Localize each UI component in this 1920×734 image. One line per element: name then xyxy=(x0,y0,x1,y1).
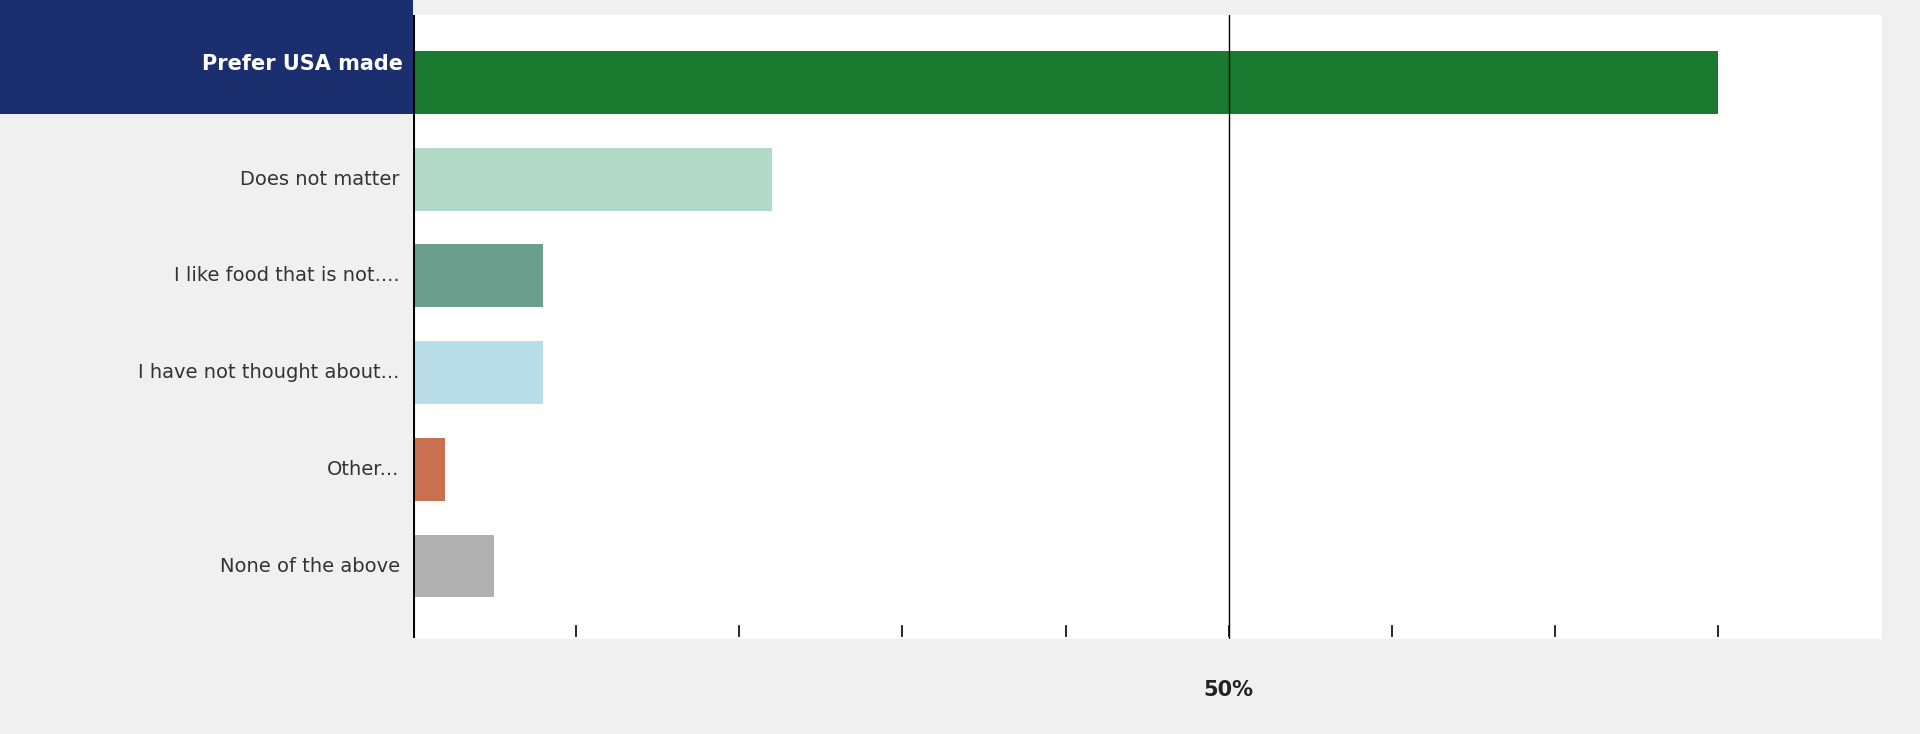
Bar xyxy=(413,148,772,211)
Text: Does not matter: Does not matter xyxy=(240,170,399,189)
Bar xyxy=(413,438,445,501)
Bar xyxy=(413,51,1718,114)
Text: 50%: 50% xyxy=(1204,680,1254,700)
Text: None of the above: None of the above xyxy=(219,556,399,575)
Text: Prefer USA made: Prefer USA made xyxy=(202,54,403,74)
Bar xyxy=(413,534,495,597)
Bar xyxy=(413,341,543,404)
Bar xyxy=(413,244,543,308)
Text: I have not thought about...: I have not thought about... xyxy=(138,363,399,382)
Text: Other...: Other... xyxy=(328,459,399,479)
Text: I like food that is not....: I like food that is not.... xyxy=(175,266,399,286)
